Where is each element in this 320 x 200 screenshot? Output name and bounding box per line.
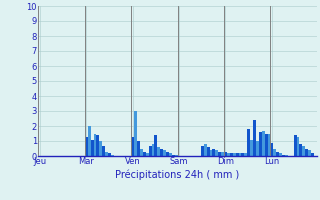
Bar: [224, 152, 227, 156]
Bar: [134, 111, 137, 156]
Bar: [137, 141, 140, 156]
Bar: [131, 137, 134, 156]
Bar: [148, 146, 151, 156]
Bar: [105, 152, 108, 156]
Bar: [151, 144, 155, 156]
Bar: [143, 152, 146, 156]
Bar: [157, 147, 160, 156]
Bar: [285, 154, 288, 156]
Bar: [227, 153, 230, 156]
Bar: [111, 154, 114, 156]
Bar: [108, 153, 111, 156]
Bar: [305, 148, 308, 156]
Bar: [294, 135, 297, 156]
Bar: [300, 144, 302, 156]
Bar: [172, 154, 175, 156]
X-axis label: Précipitations 24h ( mm ): Précipitations 24h ( mm ): [116, 169, 240, 180]
Bar: [259, 132, 262, 156]
Bar: [265, 134, 268, 156]
Bar: [85, 137, 88, 156]
Bar: [276, 152, 279, 156]
Bar: [210, 150, 212, 156]
Bar: [140, 148, 143, 156]
Bar: [93, 134, 96, 156]
Bar: [244, 153, 247, 156]
Bar: [166, 152, 169, 156]
Bar: [262, 130, 265, 156]
Bar: [204, 144, 207, 156]
Bar: [160, 148, 163, 156]
Bar: [247, 129, 250, 156]
Bar: [88, 126, 91, 156]
Bar: [207, 147, 210, 156]
Bar: [91, 140, 93, 156]
Bar: [302, 146, 305, 156]
Bar: [102, 146, 105, 156]
Bar: [253, 120, 256, 156]
Bar: [96, 135, 99, 156]
Bar: [146, 153, 148, 156]
Bar: [250, 140, 253, 156]
Bar: [169, 153, 172, 156]
Bar: [308, 150, 311, 156]
Bar: [282, 154, 285, 156]
Bar: [270, 142, 273, 156]
Bar: [163, 150, 166, 156]
Bar: [230, 153, 233, 156]
Bar: [233, 153, 236, 156]
Bar: [175, 154, 178, 156]
Bar: [99, 141, 102, 156]
Bar: [279, 153, 282, 156]
Bar: [236, 153, 238, 156]
Bar: [268, 134, 270, 156]
Bar: [273, 148, 276, 156]
Bar: [212, 148, 215, 156]
Bar: [218, 152, 221, 156]
Bar: [201, 146, 204, 156]
Bar: [238, 153, 241, 156]
Bar: [256, 141, 259, 156]
Bar: [241, 153, 244, 156]
Bar: [221, 152, 224, 156]
Bar: [311, 153, 314, 156]
Bar: [297, 137, 300, 156]
Bar: [155, 135, 157, 156]
Bar: [215, 150, 218, 156]
